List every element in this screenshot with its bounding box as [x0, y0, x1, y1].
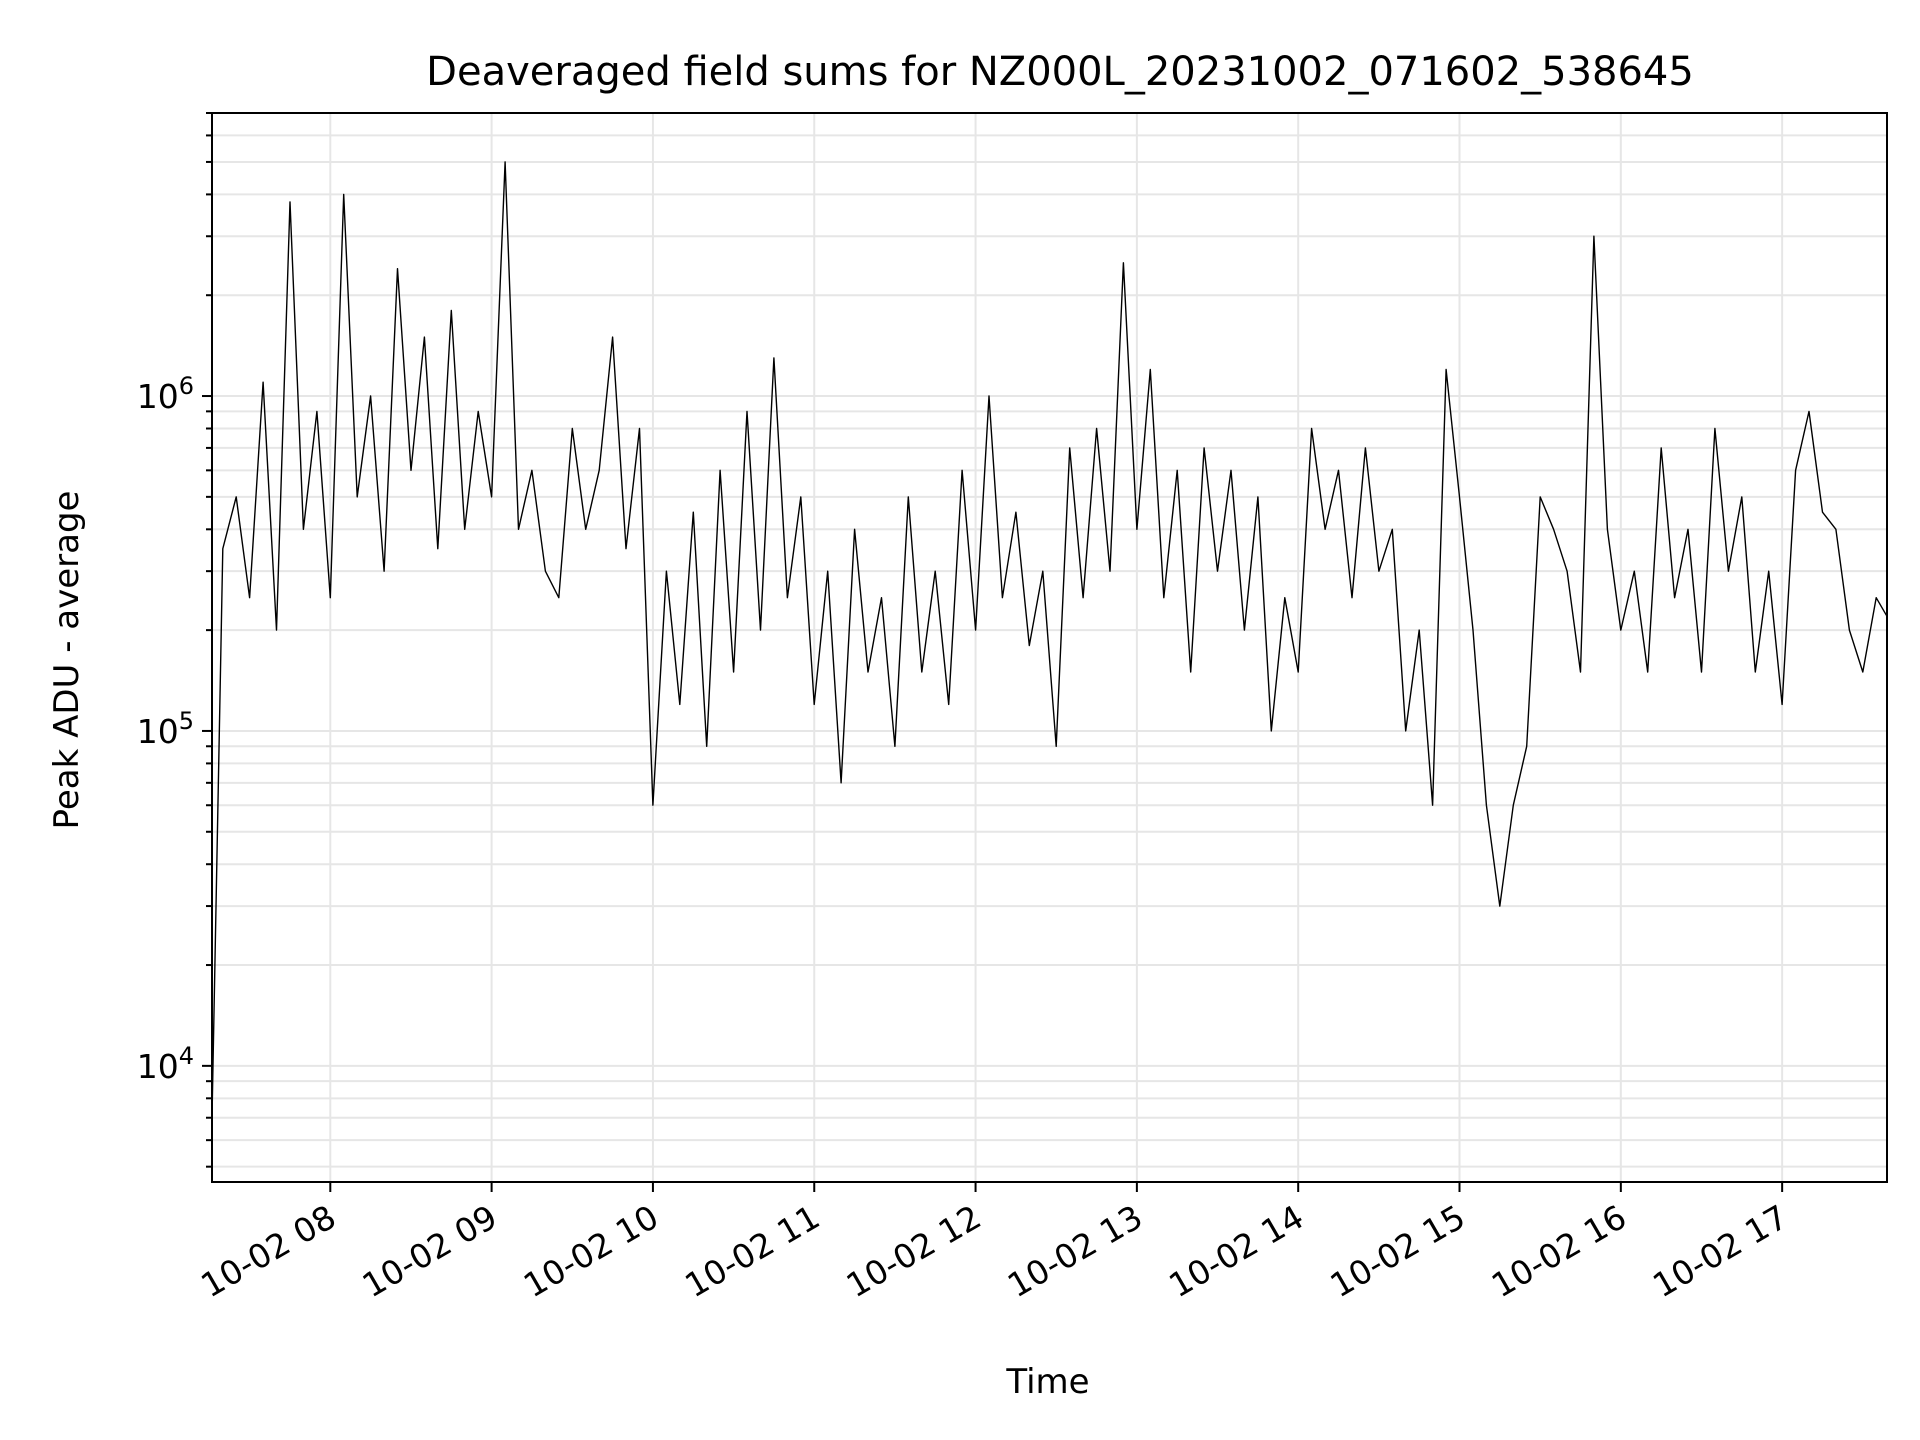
- x-tick-label: 10-02 13: [1001, 1197, 1149, 1305]
- series-line: [211, 161, 1888, 1118]
- x-tick-label: 10-02 16: [1485, 1197, 1633, 1305]
- plot-frame: [211, 112, 1888, 1183]
- x-tick-label: 10-02 14: [1162, 1197, 1310, 1305]
- x-tick-label: 10-02 09: [356, 1197, 504, 1305]
- x-tick-label: 10-02 08: [194, 1197, 342, 1305]
- x-tick-label: 10-02 15: [1324, 1197, 1472, 1305]
- y-tick-label: 104: [137, 1042, 194, 1086]
- x-tick-label: 10-02 12: [840, 1197, 988, 1305]
- x-tick-label: 10-02 17: [1646, 1197, 1794, 1305]
- y-tick-label: 105: [137, 707, 194, 751]
- x-axis-label: Time: [1005, 1362, 1089, 1402]
- x-tick-label: 10-02 11: [678, 1197, 826, 1305]
- chart-title: Deaveraged field sums for NZ000L_2023100…: [426, 49, 1694, 95]
- y-tick-label: 106: [137, 372, 194, 416]
- data-series: [211, 161, 1888, 1118]
- grid: [212, 112, 1887, 1182]
- x-tick-label: 10-02 10: [517, 1197, 665, 1305]
- y-axis-label: Peak ADU - average: [47, 491, 87, 830]
